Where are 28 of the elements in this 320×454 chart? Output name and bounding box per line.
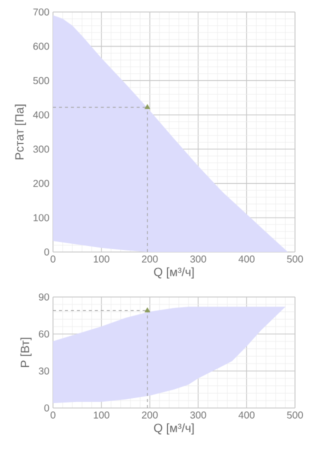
x-tick-label: 100 — [94, 412, 110, 419]
y-tick-label: 90 — [38, 293, 50, 301]
y-tick-label: 400 — [33, 111, 50, 118]
y-tick-label: 60 — [38, 330, 50, 338]
x-tick-label: 100 — [94, 256, 110, 263]
y-tick-label: 700 — [33, 8, 50, 16]
y-tick-label: 0 — [44, 248, 50, 256]
y-axis-title: Pстат [Па] — [14, 104, 26, 160]
x-tick-label: 200 — [142, 256, 158, 263]
y-tick-label: 300 — [33, 146, 50, 153]
y-tick-label: 600 — [33, 42, 50, 50]
x-tick-label: 400 — [238, 256, 255, 263]
y-tick-label: 500 — [33, 77, 50, 84]
x-axis-title: Q [м³/ч] — [154, 267, 194, 279]
y-axis-title: P [Вт] — [20, 338, 32, 368]
y-tick-label: 200 — [33, 180, 50, 187]
y-tick-label: 100 — [34, 214, 50, 222]
y-tick-label: 0 — [44, 404, 50, 412]
x-axis-title: Q [м³/ч] — [154, 423, 194, 435]
x-tick-label: 300 — [190, 412, 206, 419]
x-tick-label: 200 — [142, 412, 158, 419]
x-tick-label: 500 — [287, 256, 303, 263]
y-tick-label: 30 — [38, 367, 50, 375]
x-tick-label: 500 — [287, 412, 303, 419]
x-tick-label: 400 — [238, 412, 255, 419]
x-tick-label: 300 — [190, 256, 206, 263]
x-tick-label: 0 — [50, 412, 56, 419]
x-tick-label: 0 — [50, 256, 56, 263]
